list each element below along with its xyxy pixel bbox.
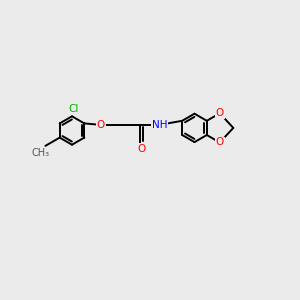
Text: O: O — [97, 120, 105, 130]
Text: CH₃: CH₃ — [32, 148, 50, 158]
Text: O: O — [216, 108, 224, 118]
Text: O: O — [137, 144, 146, 154]
Text: O: O — [216, 137, 224, 148]
Text: Cl: Cl — [68, 104, 79, 114]
Text: NH: NH — [152, 120, 167, 130]
